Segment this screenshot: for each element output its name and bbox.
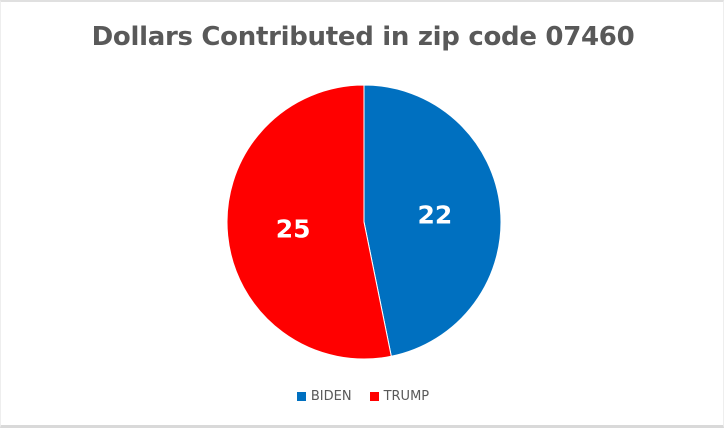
- data-label-biden: 22: [417, 200, 452, 229]
- pie-slice-trump: [226, 84, 392, 360]
- legend-swatch-trump: [369, 392, 379, 401]
- legend-swatch-biden: [296, 392, 306, 401]
- data-label-trump: 25: [276, 215, 311, 244]
- legend-item-trump: TRUMP: [369, 389, 430, 404]
- legend-label-biden: BIDEN: [310, 389, 352, 404]
- chart-title: Dollars Contributed in zip code 07460: [91, 22, 635, 52]
- chart-legend: BIDEN TRUMP: [1, 389, 724, 404]
- pie-slice-biden: [363, 84, 502, 357]
- legend-label-trump: TRUMP: [383, 389, 430, 404]
- legend-item-biden: BIDEN: [296, 389, 352, 404]
